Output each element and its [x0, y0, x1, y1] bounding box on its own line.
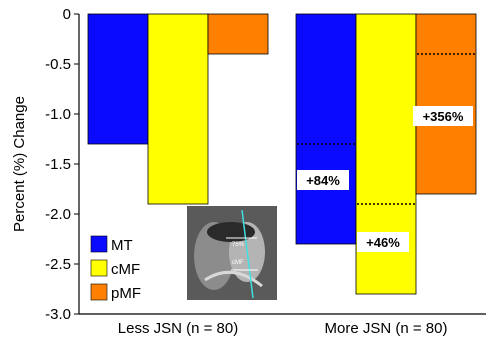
x-category-label: Less JSN (n = 80): [118, 320, 238, 337]
annotation-cmf: +46%: [357, 232, 409, 252]
annotation-pmf: +356%: [413, 106, 473, 126]
legend-swatch-mt: [90, 235, 108, 253]
annotation-mt-text: +84%: [306, 173, 340, 188]
bar-cmf-0: [147, 13, 209, 205]
annotation-mt: +84%: [297, 170, 349, 190]
annotation-pmf-text: +356%: [423, 109, 464, 124]
reference-lines: [297, 53, 475, 205]
bar-pmf-1: [415, 13, 477, 195]
bar-mt-1: [295, 13, 357, 245]
legend-label-pmf: pMF: [111, 285, 141, 302]
svg-text:cMF: cMF: [232, 260, 244, 266]
legend-label-mt: MT: [111, 237, 133, 254]
legend-swatch-pmf: [90, 283, 108, 301]
svg-text:75%: 75%: [232, 242, 245, 248]
legend-label-cmf: cMF: [111, 261, 140, 278]
y-ticks: 0 -0.5 -1.0 -1.5 -2.0 -2.5 -3.0: [45, 6, 79, 323]
y-tick-label: -3.0: [45, 306, 71, 323]
y-tick-label: -1.0: [45, 106, 71, 123]
y-tick-label: -2.5: [45, 256, 71, 273]
x-categories: Less JSN (n = 80) More JSN (n = 80): [118, 320, 448, 337]
legend-swatch-cmf: [90, 259, 108, 277]
y-tick-label: 0: [63, 6, 71, 23]
y-tick-label: -1.5: [45, 156, 71, 173]
y-tick-label: -0.5: [45, 56, 71, 73]
y-axis-label: Percent (%) Change: [11, 96, 28, 232]
annotation-cmf-text: +46%: [366, 235, 400, 250]
x-category-label: More JSN (n = 80): [325, 320, 448, 337]
bar-pmf-0: [207, 13, 269, 55]
axes: 0 -0.5 -1.0 -1.5 -2.0 -2.5 -3.0: [45, 6, 486, 323]
inset-mri-image: 75% cMF: [187, 206, 277, 300]
legend: MT cMF pMF: [90, 235, 141, 302]
bars: [87, 13, 477, 295]
bar-mt-0: [87, 13, 149, 145]
y-tick-label: -2.0: [45, 206, 71, 223]
